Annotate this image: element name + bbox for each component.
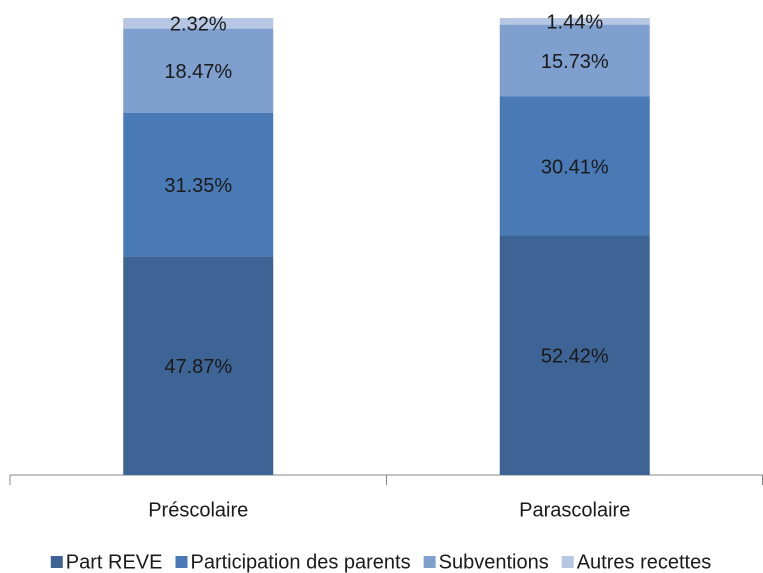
x-tick-label: Parascolaire [519,499,630,521]
x-tick-label: Préscolaire [148,499,248,521]
legend-swatch [561,556,574,568]
value-label: 2.32% [170,14,227,36]
legend-label: Participation des parents [190,551,410,573]
value-label: 52.42% [541,346,609,368]
bar-segment [499,96,650,236]
bar-segment [123,28,274,114]
legend-swatch [175,556,188,568]
bar-segment [499,235,650,475]
value-label: 31.35% [164,175,232,197]
legend-label: Subventions [439,551,549,573]
value-label: 30.41% [541,156,609,178]
bar-segment [123,256,274,475]
value-label: 15.73% [541,51,609,73]
bar-segment [123,113,274,257]
bar-segment [123,18,274,29]
legend-swatch [423,556,436,568]
legend-swatch [50,556,63,568]
legend-label: Part REVE [66,551,163,573]
value-label: 47.87% [164,356,232,378]
bar-segment [499,24,650,97]
value-label: 18.47% [164,61,232,83]
bar-segment [499,18,650,25]
value-label: 1.44% [546,12,603,34]
legend-label: Autres recettes [577,551,712,573]
